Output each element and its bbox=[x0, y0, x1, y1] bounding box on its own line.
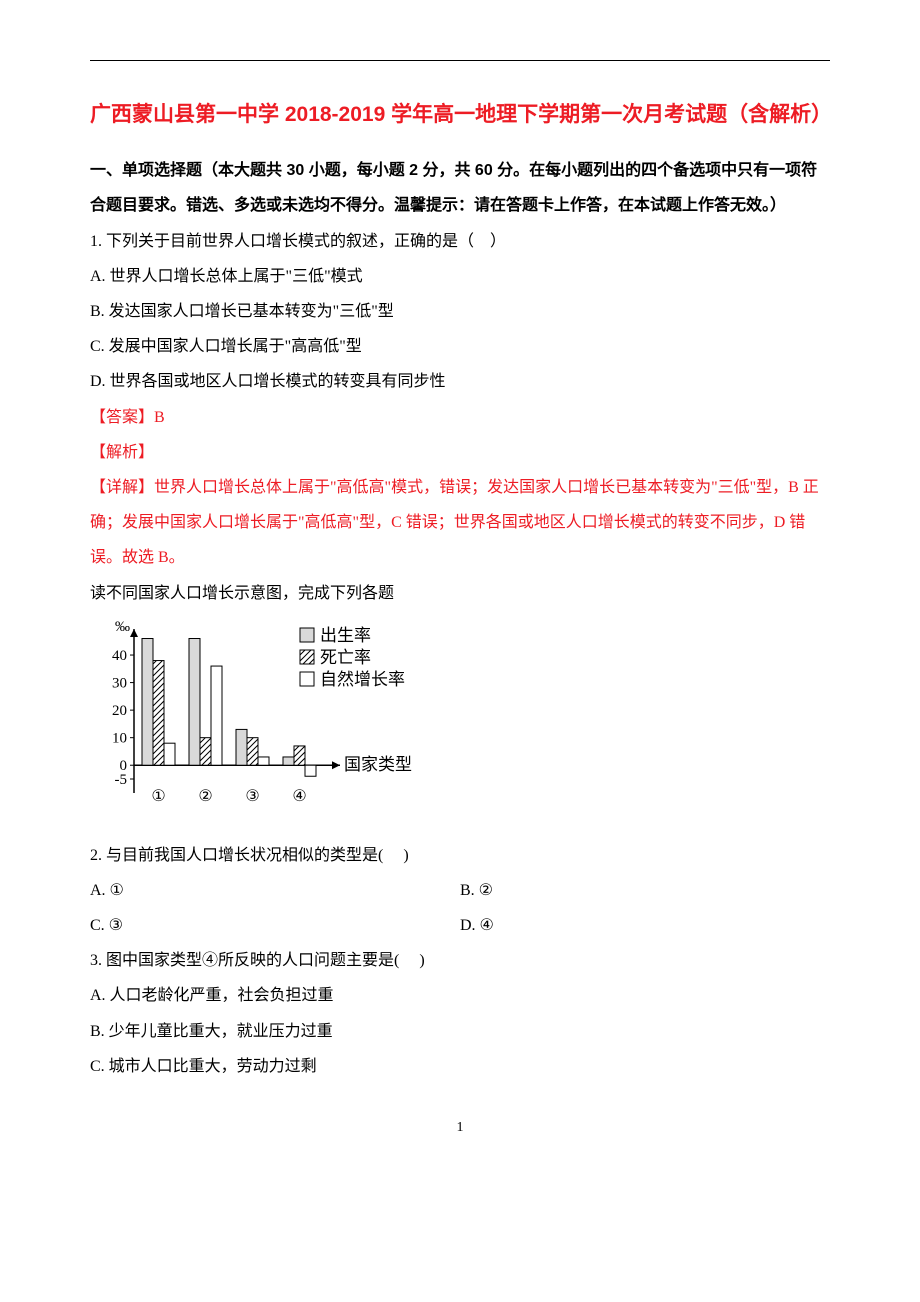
q2-option-a: A. ① bbox=[90, 873, 460, 908]
section-instructions: 一、单项选择题（本大题共 30 小题，每小题 2 分，共 60 分。在每小题列出… bbox=[90, 153, 830, 223]
q1-analysis-label: 【解析】 bbox=[90, 435, 830, 470]
q2-option-c: C. ③ bbox=[90, 908, 460, 943]
svg-text:10: 10 bbox=[112, 730, 127, 746]
svg-text:40: 40 bbox=[112, 648, 127, 664]
chart-intro: 读不同国家人口增长示意图，完成下列各题 bbox=[90, 576, 830, 611]
svg-text:死亡率: 死亡率 bbox=[320, 648, 371, 667]
top-rule bbox=[90, 60, 830, 61]
exam-title: 广西蒙山县第一中学 2018-2019 学年高一地理下学期第一次月考试题（含解析… bbox=[90, 91, 830, 139]
q1-answer: 【答案】B bbox=[90, 400, 830, 435]
q2-option-b: B. ② bbox=[460, 873, 830, 908]
svg-text:自然增长率: 自然增长率 bbox=[320, 670, 405, 689]
q1-detail: 【详解】世界人口增长总体上属于"高低高"模式，错误；发达国家人口增长已基本转变为… bbox=[90, 470, 830, 576]
svg-text:出生率: 出生率 bbox=[320, 626, 371, 645]
svg-text:②: ② bbox=[198, 788, 212, 805]
svg-text:‰: ‰ bbox=[115, 619, 130, 635]
population-chart: ‰ -50 10 20 30 40 ① ② ③ ④ 国家类型 出生率死亡率自然增长率 bbox=[90, 619, 830, 824]
svg-text:-5: -5 bbox=[115, 772, 128, 788]
q1-stem: 1. 下列关于目前世界人口增长模式的叙述，正确的是（ ） bbox=[90, 224, 830, 259]
svg-text:③: ③ bbox=[245, 788, 259, 805]
q2-option-d: D. ④ bbox=[460, 908, 830, 943]
svg-text:国家类型: 国家类型 bbox=[344, 755, 412, 774]
svg-text:0: 0 bbox=[120, 758, 128, 774]
q2-stem: 2. 与目前我国人口增长状况相似的类型是( ) bbox=[90, 838, 830, 873]
q1-option-a: A. 世界人口增长总体上属于"三低"模式 bbox=[90, 259, 830, 294]
q3-stem: 3. 图中国家类型④所反映的人口问题主要是( ) bbox=[90, 943, 830, 978]
svg-text:①: ① bbox=[151, 788, 165, 805]
svg-text:20: 20 bbox=[112, 703, 127, 719]
svg-text:30: 30 bbox=[112, 675, 127, 691]
q3-option-b: B. 少年儿童比重大，就业压力过重 bbox=[90, 1014, 830, 1049]
q3-option-a: A. 人口老龄化严重，社会负担过重 bbox=[90, 978, 830, 1013]
q1-option-b: B. 发达国家人口增长已基本转变为"三低"型 bbox=[90, 294, 830, 329]
svg-text:④: ④ bbox=[292, 788, 306, 805]
q1-option-d: D. 世界各国或地区人口增长模式的转变具有同步性 bbox=[90, 364, 830, 399]
q1-option-c: C. 发展中国家人口增长属于"高高低"型 bbox=[90, 329, 830, 364]
q3-option-c: C. 城市人口比重大，劳动力过剩 bbox=[90, 1049, 830, 1084]
page-number: 1 bbox=[90, 1120, 830, 1136]
